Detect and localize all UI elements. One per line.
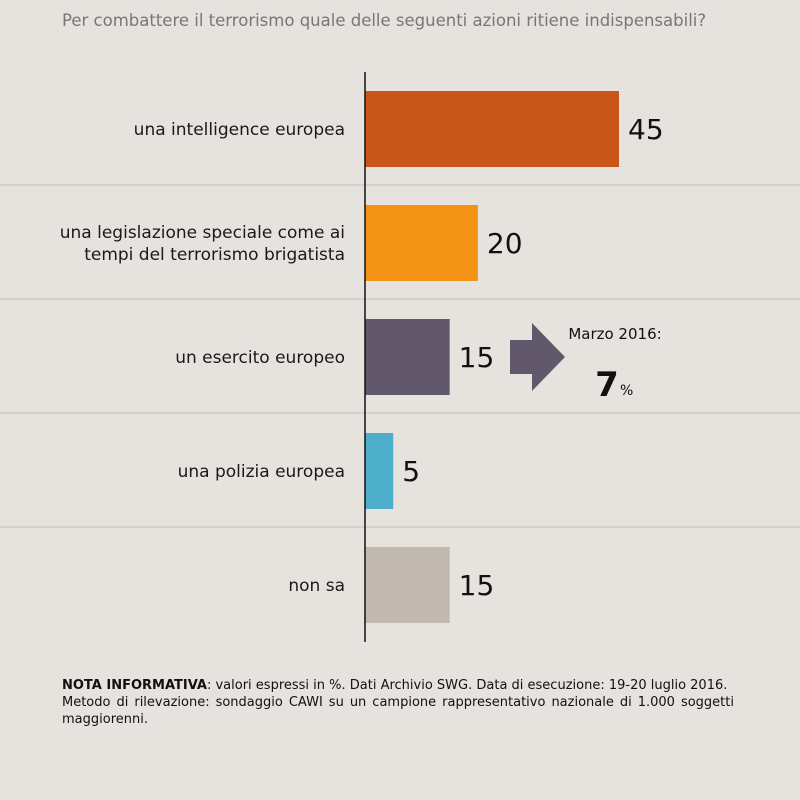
comparison-label: Marzo 2016:	[568, 325, 661, 343]
bar	[365, 205, 478, 281]
category-label: tempi del terrorismo brigatista	[84, 245, 345, 265]
value-label: 45	[628, 113, 664, 146]
comparison-value: 7	[595, 365, 619, 405]
note-heading: NOTA INFORMATIVA	[62, 678, 207, 693]
bar-chart: 45 una intelligence europea 20 una legislaz…	[0, 72, 800, 642]
note-line-1: NOTA INFORMATIVA: valori espressi in %. …	[62, 677, 734, 694]
comparison-arrow-icon	[510, 323, 565, 391]
note-line-2: Metodo di rilevazione: sondaggio CAWI su…	[62, 695, 734, 727]
bar	[365, 547, 450, 623]
category-label: una legislazione speciale come ai	[60, 223, 345, 243]
bar	[365, 319, 450, 395]
bar	[365, 433, 394, 509]
comparison-unit: %	[620, 383, 633, 399]
chart-title: Per combattere il terrorismo quale delle…	[62, 11, 707, 30]
value-label: 15	[459, 341, 495, 374]
value-label: 5	[402, 455, 420, 488]
category-label: una intelligence europea	[134, 120, 345, 140]
note-text-1: : valori espressi in %. Dati Archivio SW…	[206, 678, 728, 693]
bar	[365, 91, 619, 167]
category-label: un esercito europeo	[175, 348, 345, 368]
category-label: una polizia europea	[178, 462, 345, 482]
value-label: 20	[487, 227, 523, 260]
category-label: non sa	[288, 576, 345, 596]
value-label: 15	[459, 569, 495, 602]
